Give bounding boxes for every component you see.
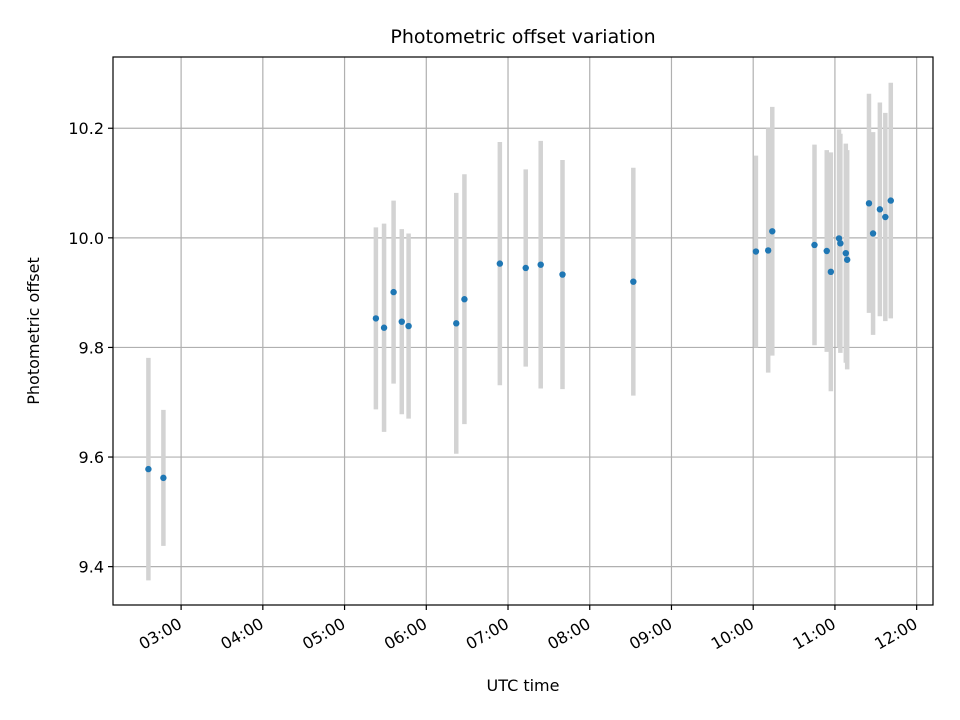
data-point: [559, 271, 566, 278]
grid-layer: [113, 57, 933, 605]
y-tick-label: 9.8: [79, 338, 104, 357]
data-point: [380, 324, 388, 331]
data-point: [869, 230, 877, 237]
y-tick-label: 9.6: [79, 448, 104, 467]
x-axis-label: UTC time: [487, 676, 560, 695]
data-point: [372, 315, 380, 322]
data-point: [827, 268, 835, 276]
data-point: [835, 235, 843, 242]
data-point: [145, 465, 152, 473]
data-point: [752, 248, 760, 255]
data-point: [764, 247, 772, 254]
data-point: [843, 256, 851, 263]
data-point: [769, 228, 776, 235]
point-layer: [145, 197, 894, 482]
data-point: [630, 278, 637, 285]
data-point: [496, 260, 504, 267]
y-axis-label: Photometric offset: [24, 257, 43, 405]
data-point: [842, 249, 850, 257]
data-point: [160, 474, 167, 482]
data-point: [882, 213, 889, 221]
data-point: [865, 200, 873, 207]
data-point: [405, 322, 412, 330]
data-point: [398, 318, 405, 325]
data-point: [461, 296, 468, 303]
data-point: [390, 288, 397, 296]
data-point: [811, 241, 818, 249]
data-point: [823, 247, 830, 255]
data-point: [453, 320, 460, 327]
data-point: [522, 264, 529, 272]
plot-frame: [112, 56, 934, 606]
data-point: [887, 197, 894, 204]
y-tick-label: 10.2: [68, 119, 104, 138]
y-tick-label: 9.4: [79, 558, 104, 577]
data-point: [876, 206, 884, 213]
chart-title: Photometric offset variation: [390, 26, 655, 48]
data-point: [837, 240, 844, 247]
data-point: [537, 261, 544, 268]
y-tick-label: 10.0: [68, 229, 104, 248]
